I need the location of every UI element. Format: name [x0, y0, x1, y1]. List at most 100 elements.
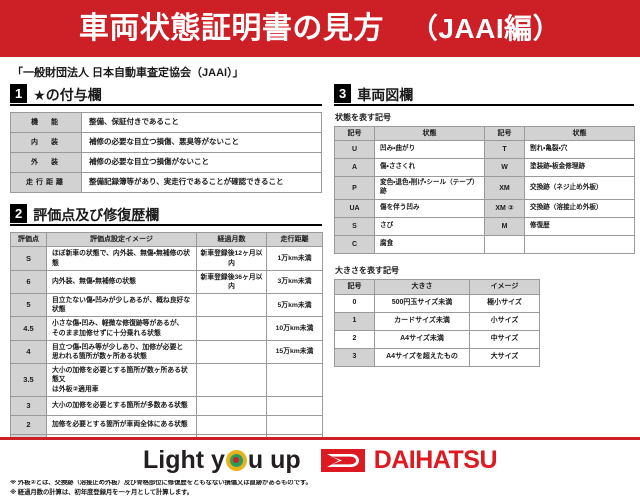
eval-months: 新車登録後36ヶ月以内	[196, 269, 267, 295]
star-row-label: 機 能	[10, 112, 82, 133]
tagline-text-after: u up	[247, 445, 301, 474]
eval-months: 新車登録後12ヶ月以内	[196, 246, 267, 271]
damage-size-table: 記号 大きさ イメージ 0 500円玉サイズ未満 極小サイズ 1 カードサイズ未…	[334, 279, 540, 367]
table-row: 6 内外装、無傷・無補修の状態 新車登録後36ヶ月以内 3万km未満	[10, 269, 323, 295]
eval-score: 3	[10, 395, 47, 416]
table-row: 4 目立つ傷・凹み等が少しあり、加修が必要と 思われる箇所が数ヶ所ある状態 15…	[10, 339, 323, 365]
eval-months	[196, 395, 267, 416]
left-column: 1 ★の付与欄 機 能 整備、保証付きであること 内 装 補修の必要な目立つ損傷…	[10, 84, 323, 498]
star-criteria-table: 機 能 整備、保証付きであること 内 装 補修の必要な目立つ損傷、悪臭等がないこ…	[10, 112, 322, 193]
star-row-desc: 整備記録簿等があり、実走行であることが確認できること	[81, 172, 322, 193]
size-code: 0	[334, 293, 375, 313]
star-row-desc: 補修の必要な目立つ損傷、悪臭等がないこと	[81, 132, 322, 153]
table-row: UA 傷を伴う凹み XM ② 交換跡（溶接止め外板）	[334, 199, 635, 219]
star-criteria-body: 機 能 整備、保証付きであること 内 装 補修の必要な目立つ損傷、悪臭等がないこ…	[10, 112, 322, 193]
symbol-state-left: さび	[374, 217, 485, 237]
table-header-row: 記号 大きさ イメージ	[334, 279, 540, 295]
daihatsu-wordmark: DAIHATSU	[373, 445, 498, 474]
col-header-size-value: 大きさ	[374, 279, 470, 295]
eval-image: 小さな傷・凹み、軽微な修復跡等があるが、 そのまま加修せずに十分乗れる状態	[46, 316, 197, 341]
symbol-code-left: UA	[334, 199, 375, 219]
table-row: S ほぼ新車の状態で、内外装、無傷・無補修の状態 新車登録後12ヶ月以内 1万k…	[10, 246, 323, 271]
size-image: 極小サイズ	[469, 293, 540, 313]
table-row: 3.5 大小の加修を必要とする箇所が数ヶ所ある状態又 は外板②適用車	[10, 363, 323, 397]
size-image: 中サイズ	[469, 329, 540, 349]
eval-mileage: 15万km未満	[266, 339, 323, 365]
eval-score: 3.5	[10, 363, 47, 397]
size-value: A4サイズを超えたもの	[374, 347, 470, 367]
symbol-table-head: 記号 状態 記号 状態	[334, 125, 635, 142]
star-row-desc: 整備、保証付きであること	[81, 112, 322, 133]
symbol-table-heading: 状態を表す記号	[335, 113, 391, 122]
section-3-heading: 3 車両図欄	[334, 84, 634, 106]
col-header-image: 評価点設定イメージ	[46, 231, 197, 248]
table-row: U 凹み・曲がり T 割れ・亀裂・穴	[334, 140, 635, 160]
size-table-head: 記号 大きさ イメージ	[334, 279, 540, 295]
star-row-label: 走行距離	[10, 172, 82, 193]
symbol-state-left: 変色・退色・削げ・シール（テープ）跡	[374, 176, 485, 201]
section-2-title: 評価点及び修復歴欄	[33, 206, 160, 223]
eval-score: 5	[10, 293, 47, 318]
eval-mileage	[266, 395, 323, 416]
col-header-months: 経過月数	[196, 231, 267, 248]
table-row: S さび M 修復歴	[334, 217, 635, 237]
daihatsu-logo-lockup: DAIHATSU	[320, 445, 498, 474]
col-header-code-left: 記号	[334, 125, 375, 142]
section-2-number-badge: 2	[10, 204, 28, 223]
table-row: 走行距離 整備記録簿等があり、実走行であることが確認できること	[10, 172, 322, 193]
section-1-heading: 1 ★の付与欄	[10, 84, 322, 106]
col-header-state-right: 状態	[524, 125, 635, 142]
eval-mileage	[266, 363, 323, 397]
eval-mileage: 3万km未満	[266, 269, 323, 295]
eval-score: 2	[10, 414, 47, 435]
size-code: 2	[334, 329, 375, 349]
brand-tagline: Light y u up	[143, 445, 301, 474]
section-spacer	[10, 193, 322, 204]
symbol-code-right: M	[484, 217, 525, 237]
symbol-state-left: 腐食	[374, 235, 485, 255]
col-header-state-left: 状態	[374, 125, 485, 142]
symbol-code-right: W	[484, 158, 525, 178]
table-row: 0 500円玉サイズ未満 極小サイズ	[334, 293, 540, 313]
eval-months	[196, 363, 267, 397]
col-header-code-right: 記号	[484, 125, 525, 142]
table-row: P 変色・退色・削げ・シール（テープ）跡 XM 交換跡（ネジ止め外板）	[334, 176, 635, 201]
page-title: 車両状態証明書の見方 （JAAI編）	[79, 12, 562, 44]
eval-mileage	[266, 414, 323, 435]
table-row: 3 A4サイズを超えたもの 大サイズ	[334, 347, 540, 367]
symbol-state-left: 凹み・曲がり	[374, 140, 485, 160]
eval-score: 4	[10, 339, 47, 365]
condition-symbol-table: 記号 状態 記号 状態 U 凹み・曲がり T 割れ・亀裂・穴 A 傷・ささくれ …	[334, 125, 635, 255]
eval-mileage: 10万km未満	[266, 316, 323, 341]
eval-score: 4.5	[10, 316, 47, 341]
eval-image: 目立たない傷・凹みが少しあるが、概ね良好な状態	[46, 293, 197, 318]
note-line: ※ 経過月数の計算は、初年度登録月を一ヶ月として計算します。	[10, 488, 194, 496]
eval-months	[196, 414, 267, 435]
section-1-title: ★の付与欄	[33, 86, 102, 103]
size-image: 小サイズ	[469, 311, 540, 331]
table-row: C 腐食	[334, 235, 635, 255]
size-value: A4サイズ未満	[374, 329, 470, 349]
section-2-heading: 2 評価点及び修復歴欄	[10, 204, 322, 226]
symbol-state-right: 修復歴	[524, 217, 635, 237]
eval-score: 6	[10, 269, 47, 295]
size-code: 1	[334, 311, 375, 331]
section-1-number-badge: 1	[10, 84, 28, 103]
symbol-code-left: P	[334, 176, 375, 201]
symbol-state-right: 交換跡（溶接止め外板）	[524, 199, 635, 219]
eval-mileage: 1万km未満	[266, 246, 323, 271]
size-image: 大サイズ	[469, 347, 540, 367]
eval-mileage: 5万km未満	[266, 293, 323, 318]
table-row: 4.5 小さな傷・凹み、軽微な修復跡等があるが、 そのまま加修せずに十分乗れる状…	[10, 316, 323, 341]
table-row: 5 目立たない傷・凹みが少しあるが、概ね良好な状態 5万km未満	[10, 293, 323, 318]
eval-score: S	[10, 246, 47, 271]
page-footer: Light y u up DAIHATSU	[0, 437, 640, 480]
symbol-state-right: 交換跡（ネジ止め外板）	[524, 176, 635, 201]
page-title-suffix: （JAAI編）	[409, 12, 562, 44]
symbol-code-right: T	[484, 140, 525, 160]
organization-subtitle: 「一般財団法人 日本自動車査定協会（JAAI）」	[12, 67, 244, 79]
symbol-code-right: XM ②	[484, 199, 525, 219]
section-3-number-badge: 3	[334, 84, 352, 103]
symbol-code-left: C	[334, 235, 375, 255]
daihatsu-emblem-icon	[320, 448, 365, 472]
